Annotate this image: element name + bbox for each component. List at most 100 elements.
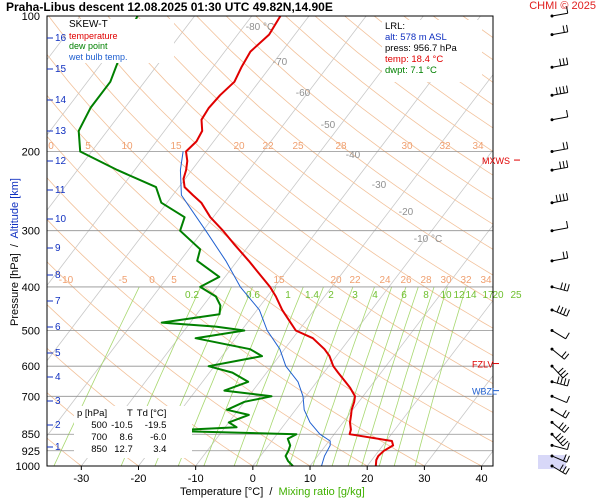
- altitude-tick-label: 9: [55, 243, 61, 254]
- wind-barb: [550, 408, 570, 419]
- x-axis-label-separator: /: [263, 486, 279, 498]
- wind-barb-station: [550, 394, 554, 398]
- chart-title: Praha-Libus descent 12.08.2025 01:30 UTC…: [6, 0, 333, 14]
- legend-item-temperature: temperature: [69, 30, 118, 41]
- adiabat-label: 28: [335, 141, 347, 152]
- isotherm-label: -70: [273, 57, 288, 68]
- wind-barb-feather: [562, 58, 565, 66]
- adiabat-label: 30: [440, 275, 452, 286]
- dry-adiabat-line: [166, 16, 493, 276]
- wind-barb: [550, 192, 569, 205]
- adiabat-label: -10: [59, 275, 74, 286]
- wind-barb: [550, 364, 569, 379]
- wind-barb-station: [550, 149, 554, 153]
- adiabat-label: 5: [85, 141, 91, 152]
- mxws-label: MXWS: [482, 156, 510, 166]
- wind-barb: [550, 251, 569, 263]
- wind-barb-feather: [562, 142, 565, 150]
- wind-barb-shaft: [551, 455, 567, 463]
- temperature-tick-label: -10: [188, 473, 204, 485]
- mixing-ratio-label: 2: [328, 290, 334, 301]
- wind-barb-feather: [565, 411, 570, 419]
- temperature-line: [182, 16, 395, 466]
- wind-barb-feather: [566, 251, 569, 259]
- isotherm-label: -10 °C: [414, 234, 442, 245]
- table-cell: -6.0: [150, 432, 167, 443]
- wind-barb: [550, 394, 570, 404]
- isotherm-label: -20: [399, 207, 414, 218]
- pressure-tick-label: 300: [22, 226, 40, 238]
- adiabat-label: 34: [472, 141, 484, 152]
- wind-barb-feather: [560, 282, 563, 290]
- lrl-temp: temp: 18.4 °C: [385, 54, 444, 65]
- wind-barb-feather: [566, 284, 570, 292]
- table-row: 500 -10.5 -19.5: [77, 420, 170, 432]
- altitude-tick-label: 8: [55, 270, 61, 281]
- pressure-tick-label: 1000: [16, 461, 40, 473]
- table-cell: 3.4: [153, 444, 167, 455]
- adiabat-label: 34: [480, 275, 492, 286]
- wind-barb-feather: [566, 24, 569, 32]
- wind-barb: [550, 160, 569, 172]
- x-axis-label-temperature: Temperature [°C]: [180, 486, 264, 498]
- mixing-ratio-label: 0.6: [246, 290, 260, 301]
- table-cell: -19.5: [144, 420, 167, 431]
- wetbulb-line: [179, 151, 331, 466]
- adiabat-label: 24: [379, 275, 391, 286]
- wind-barb-feather: [562, 251, 565, 259]
- dry-adiabat-line: [373, 16, 493, 106]
- profile-layer: [77, 16, 395, 466]
- isotherm-line: [481, 450, 493, 466]
- pressure-tick-label: 500: [22, 326, 40, 338]
- wind-barb: [550, 376, 570, 387]
- isotherm-label: -80 °C: [246, 22, 274, 33]
- dewpoint-line: [77, 16, 298, 466]
- wind-barb: [550, 305, 570, 317]
- pressure-tick-label: 200: [22, 146, 40, 158]
- table-header-row: p [hPa] T Td [°C]: [77, 408, 170, 420]
- y-axis-label-altitude: Altitude [km]: [9, 178, 21, 239]
- wind-barb-feather: [555, 87, 558, 95]
- wind-barb: [550, 329, 570, 340]
- wind-barb: [550, 420, 570, 433]
- wind-barb-feather: [559, 194, 562, 202]
- mixing-ratio-line: [361, 286, 419, 466]
- axis-layer: 1002003004005006007008509251000123456789…: [16, 11, 488, 485]
- dry-adiabat-line: [77, 16, 493, 357]
- wind-barb-shaft: [551, 12, 568, 17]
- adiabat-label: 15: [170, 141, 182, 152]
- adiabat-label: 0: [149, 275, 155, 286]
- wind-barb-shaft: [551, 91, 568, 96]
- wind-barb-station: [550, 347, 554, 351]
- isotherm-line: [47, 16, 195, 211]
- isotherm-line: [80, 16, 424, 466]
- dry-adiabat-line: [462, 16, 493, 39]
- dry-adiabat-line: [255, 16, 493, 200]
- temperature-tick-label: 20: [361, 473, 373, 485]
- wind-barb-station: [550, 259, 554, 263]
- temperature-tick-label: 0: [250, 473, 256, 485]
- altitude-tick-label: 11: [55, 185, 66, 196]
- wind-barb-shaft: [551, 433, 564, 447]
- wind-barb-station: [550, 432, 554, 436]
- dry-adiabat-line: [344, 16, 493, 129]
- adiabat-label: -5: [119, 275, 128, 286]
- wind-barb-shaft: [551, 31, 568, 36]
- wind-barb: [550, 464, 570, 475]
- mixing-ratio-label: 8: [423, 290, 429, 301]
- adiabat-label: 30: [401, 141, 413, 152]
- temperature-tick-label: 10: [304, 473, 316, 485]
- temperature-tick-label: -20: [131, 473, 147, 485]
- wind-barb-feather: [563, 454, 567, 462]
- grid-label-layer: -80 °C-70-60-50-40-30-20-10 °C5 10 15 20 22 2…: [48, 22, 522, 301]
- wind-barb-feather: [556, 305, 561, 313]
- table-header: T: [126, 408, 133, 419]
- fzlv-label: FZLV: [472, 360, 493, 370]
- wind-barb-feather: [556, 376, 560, 384]
- copyright-text: CHMI © 2025: [529, 0, 596, 12]
- table-row: 700 8.6 -6.0: [77, 432, 170, 444]
- altitude-tick-label: 6: [55, 322, 61, 333]
- wind-barb-feather: [566, 379, 570, 387]
- isotherm-label: -50: [321, 120, 336, 131]
- table-cell: 850: [91, 444, 108, 455]
